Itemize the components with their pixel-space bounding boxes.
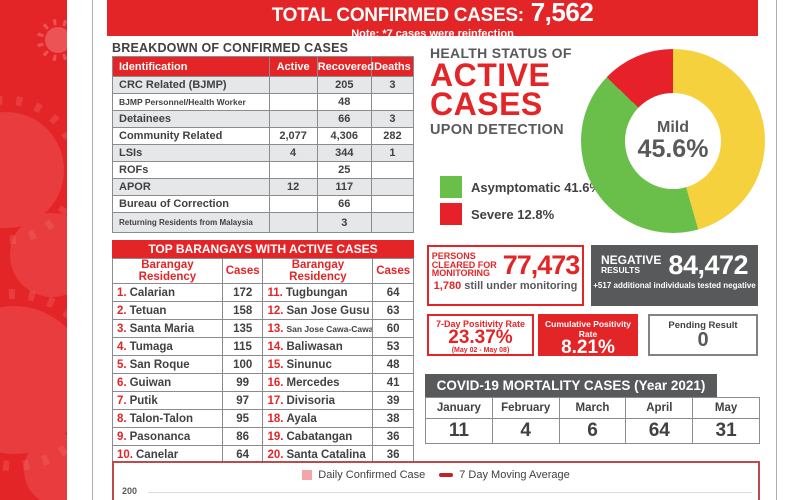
table-row: 4. Tumaga 115 14. Baliwasan 53 [112,337,414,356]
chart-legend: Daily Confirmed Case 7 Day Moving Averag… [114,469,758,481]
mortality-table: January February March April May 11 4 6 … [425,397,760,444]
mortality-banner: COVID-19 MORTALITY CASES (Year 2021) [425,374,717,397]
cumulative-positivity-box: Cumulative Positivity Rate 8.21% [538,314,638,357]
seven-day-positivity-box: 7-Day Positivity Rate 23.37% (May 02 - M… [427,314,534,356]
total-confirmed-label: TOTAL CONFIRMED CASES: [271,5,524,26]
barangays-table: Barangay Residency Cases Barangay Reside… [112,258,414,464]
table-row: 5. San Roque 100 15. Sinunuc 48 [112,355,414,374]
breakdown-table: Identification Active Recovered Deaths C… [112,56,415,233]
moving-average-dash-icon [439,473,454,477]
table-row: Bureau of Correction 66 [112,195,415,213]
barangays-header-row: Barangay Residency Cases Barangay Reside… [112,258,414,284]
table-row: 2. Tetuan 158 12. San Jose Gusu 63 [112,301,414,320]
health-status-line1: HEALTH STATUS OF [430,45,572,61]
total-confirmed-value: 7,562 [530,0,594,27]
still-under-monitoring: 1,780 still under monitoring [433,280,578,292]
table-row: 3. Santa Maria 135 13. San Jose Cawa-Cawa … [112,319,414,338]
table-row: 8. Talon-Talon 95 18. Ayala 38 [112,409,414,428]
legend-asymptomatic: Asymptomatic 41.6% [440,176,601,198]
negative-results-value: 84,472 [668,250,749,280]
pending-result-box: Pending Result 0 [648,314,758,356]
table-row: APOR 12 117 [112,178,415,196]
page-edge-line-left [92,0,93,500]
table-row: ROFs 25 [112,161,415,179]
mortality-values-row: 11 4 6 64 31 [425,418,760,444]
table-row: LSIs 4 344 1 [112,144,415,162]
reinfection-note: Note: *7 cases were reinfection [351,28,514,40]
col-deaths: Deaths [370,56,415,77]
total-confirmed-banner: TOTAL CONFIRMED CASES: 7,562 Note: *7 ca… [107,0,758,40]
table-row: Detainees 66 3 [112,110,415,128]
additional-negative-note: +517 additional individuals tested negat… [593,281,756,290]
daily-confirmed-swatch-icon [302,470,313,480]
health-status-line4: UPON DETECTION [430,122,564,138]
col-identification: Identification [112,56,270,77]
health-status-heading: HEALTH STATUS OF ACTIVE CASES UPON DETEC… [430,45,572,138]
negative-results-box: NEGATIVE RESULTS 84,472 +517 additional … [591,245,758,306]
legend-moving-average: 7 Day Moving Average [439,469,570,481]
donut-center-value: 45.6% [637,135,709,163]
table-row: BJMP Personnel/Health Worker 48 [112,93,415,111]
table-row: 9. Pasonanca 86 19. Cabatangan 36 [112,427,414,446]
col-recovered: Recovered [316,56,374,77]
active-cases-donut: Mild 45.6% [581,49,765,233]
table-row: 1. Calarian 172 11. Tugbungan 64 [112,283,414,302]
health-status-line2: ACTIVE [430,57,551,93]
page-edge-line-right [776,0,777,500]
side-strip [0,0,67,500]
health-status-line3: CASES [430,86,543,122]
virus-decoration-icon [0,19,67,500]
severe-swatch-icon [440,203,462,225]
table-row: 10. Canelar 64 20. Santa Catalina 36 [112,445,414,464]
breakdown-header-row: Identification Active Recovered Deaths [112,56,415,77]
daily-cases-chart: Daily Confirmed Case 7 Day Moving Averag… [112,461,760,500]
asymptomatic-swatch-icon [440,176,462,198]
breakdown-title: BREAKDOWN OF CONFIRMED CASES [112,41,349,55]
persons-cleared-box: PERSONS CLEARED FOR MONITORING 77,473 1,… [427,245,584,306]
y-axis-tick-200: 200 [122,486,138,496]
negative-results-label: NEGATIVE RESULTS [600,253,662,275]
barangays-banner: TOP BARANGAYS WITH ACTIVE CASES [112,240,414,258]
gridline-200 [148,492,752,493]
mortality-months-row: January February March April May [425,397,760,419]
legend-daily-confirmed: Daily Confirmed Case [302,469,425,481]
donut-center: Mild 45.6% [625,93,721,189]
table-row: 6. Guiwan 99 16. Mercedes 41 [112,373,414,392]
persons-cleared-value: 77,473 [502,250,581,280]
table-row: Community Related 2,077 4,306 282 [112,127,415,145]
table-row: 7. Putik 97 17. Divisoria 39 [112,391,414,410]
table-row: Returning Residents from Malaysia 3 [112,212,415,233]
persons-cleared-label: PERSONS CLEARED FOR MONITORING [431,251,497,279]
legend-severe: Severe 12.8% [440,203,554,225]
table-row: CRC Related (BJMP) 205 3 [112,76,415,94]
donut-center-label: Mild [657,119,689,136]
col-active: Active [268,56,318,77]
